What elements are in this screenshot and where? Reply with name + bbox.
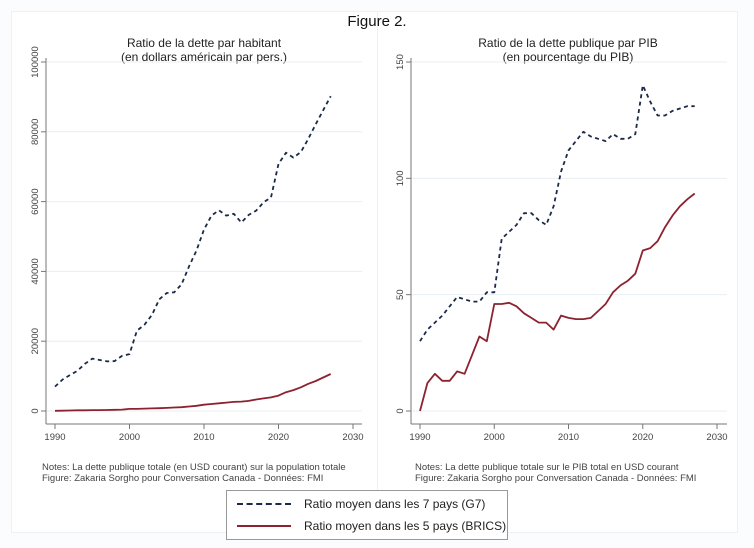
note-line: Notes: La dette publique totale (en USD … [42,462,346,473]
y-tick-label: 0 [30,408,41,413]
series-line-brics [419,192,696,412]
x-tick-label: 2020 [632,432,653,443]
x-tick-label: 2030 [342,432,363,443]
legend-swatch-solid [237,525,291,527]
y-tick-label: 40000 [30,258,41,284]
y-tick-label: 0 [395,408,406,413]
legend-item-brics: Ratio moyen dans les 5 pays (BRICS) [227,516,507,536]
source-line: Figure: Zakaria Sorgho pour Conversation… [415,473,697,484]
y-tick-label: 150 [395,54,406,70]
legend: Ratio moyen dans les 7 pays (G7) Ratio m… [226,490,508,540]
series-line-g7 [419,84,695,342]
source-line: Figure: Zakaria Sorgho pour Conversation… [42,473,324,484]
x-tick-label: 2010 [193,432,214,443]
legend-label: Ratio moyen dans les 5 pays (BRICS) [304,519,507,533]
panel-title-line2: (en dollars américain par pers.) [121,50,287,64]
x-tick-label: 2000 [119,432,140,443]
x-tick-label: 1990 [409,432,430,443]
y-tick-label: 100000 [30,46,41,78]
y-tick-label: 80000 [30,119,41,145]
figure-title: Figure 2. [347,13,407,30]
panel-debt-per-capita: Ratio de la dette par habitant (en dolla… [30,36,364,443]
x-tick-label: 2010 [558,432,579,443]
x-tick-label: 2000 [484,432,505,443]
legend-label: Ratio moyen dans les 7 pays (G7) [304,497,486,511]
x-tick-label: 2030 [706,432,727,443]
series-line-brics [54,373,332,412]
panel-title-line1: Ratio de la dette publique par PIB [478,36,657,50]
panel-title-line2: (en pourcentage du PIB) [503,50,634,64]
x-tick-label: 2020 [268,432,289,443]
panel-divider [377,12,378,490]
figure-frame [11,11,738,533]
notes-right: Notes: La dette publique totale sur le P… [415,462,696,484]
panel-title-line1: Ratio de la dette par habitant [127,36,282,50]
x-tick-label: 1990 [44,432,65,443]
series-line-g7 [54,95,332,388]
y-tick-label: 60000 [30,188,41,214]
legend-swatch-dashed [237,503,291,505]
notes-left: Notes: La dette publique totale (en USD … [42,462,346,484]
y-tick-label: 50 [395,289,406,300]
note-line: Notes: La dette publique totale sur le P… [415,462,679,473]
y-tick-label: 20000 [30,328,41,354]
legend-item-g7: Ratio moyen dans les 7 pays (G7) [227,494,507,514]
panel-debt-to-gdp: Ratio de la dette publique par PIB (en p… [395,36,728,443]
y-tick-label: 100 [395,170,406,186]
